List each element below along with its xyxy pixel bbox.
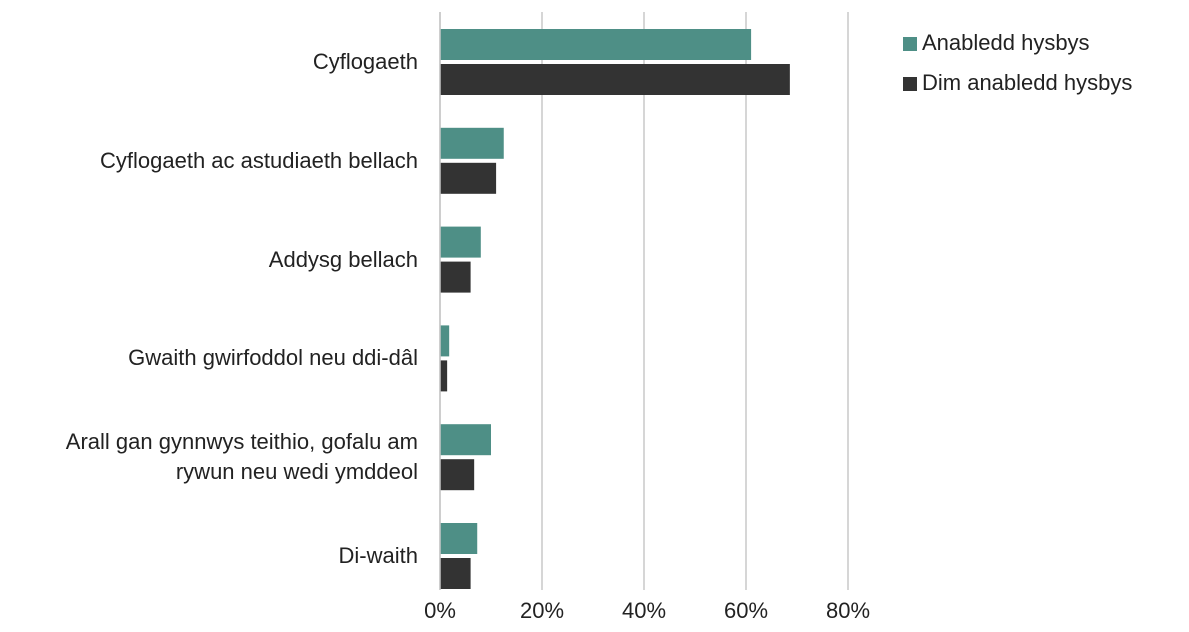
legend-label: Anabledd hysbys xyxy=(922,30,1090,55)
bar xyxy=(440,523,478,554)
x-tick-label: 40% xyxy=(622,598,666,623)
bar xyxy=(440,558,471,589)
x-tick-label: 60% xyxy=(724,598,768,623)
legend-swatch xyxy=(903,37,917,51)
category-label: Gwaith gwirfoddol neu ddi-dâl xyxy=(128,345,418,371)
bar xyxy=(440,261,471,293)
bar xyxy=(440,360,448,392)
legend-swatch xyxy=(903,77,917,91)
bar xyxy=(440,29,752,60)
category-label: Cyflogaeth ac astudiaeth bellach xyxy=(100,147,418,173)
category-label: Arall gan gynnwys teithio, gofalu am ryw… xyxy=(65,429,418,485)
bar xyxy=(440,162,497,194)
bar xyxy=(440,459,475,491)
x-tick-label: 80% xyxy=(826,598,870,623)
bar xyxy=(440,64,790,95)
category-label: Cyflogaeth xyxy=(312,49,418,74)
x-tick-label: 0% xyxy=(424,598,456,623)
category-label: Di-waith xyxy=(338,543,418,568)
legend-label: Dim anabledd hysbys xyxy=(922,70,1132,95)
bar xyxy=(440,127,504,159)
bar xyxy=(440,424,491,456)
bar xyxy=(440,226,481,258)
x-tick-label: 20% xyxy=(520,598,564,623)
category-label: Addysg bellach xyxy=(268,246,418,272)
bar xyxy=(440,325,450,357)
